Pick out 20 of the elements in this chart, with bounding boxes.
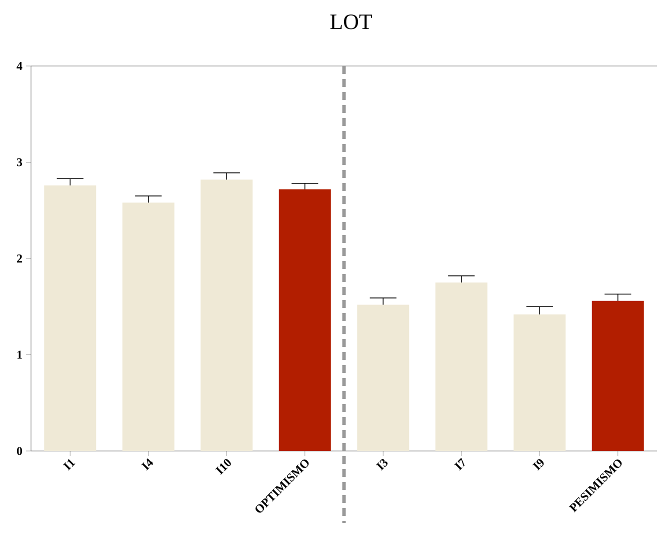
bar: [592, 300, 644, 451]
x-tick-label: I3: [376, 459, 388, 471]
y-tick-label: 0: [16, 446, 22, 456]
x-tick-label: I9: [532, 459, 544, 471]
x-tick-label: I7: [454, 458, 465, 470]
x-tick-label: I4: [141, 458, 154, 470]
bar: [200, 180, 253, 451]
y-tick-label: 1: [17, 350, 22, 359]
y-tick-label: 2: [17, 254, 22, 262]
bar: [435, 282, 488, 451]
x-tick-label: I10: [215, 459, 231, 475]
y-tick-label: 3: [16, 158, 22, 166]
bar: [514, 314, 566, 451]
x-tick-label: I1: [62, 459, 76, 470]
bar: [44, 185, 96, 451]
bar: [278, 189, 331, 451]
bar: [357, 304, 410, 451]
y-tick-label: 4: [16, 62, 22, 70]
bar: [122, 202, 174, 451]
chart-title: LOT: [330, 14, 372, 30]
